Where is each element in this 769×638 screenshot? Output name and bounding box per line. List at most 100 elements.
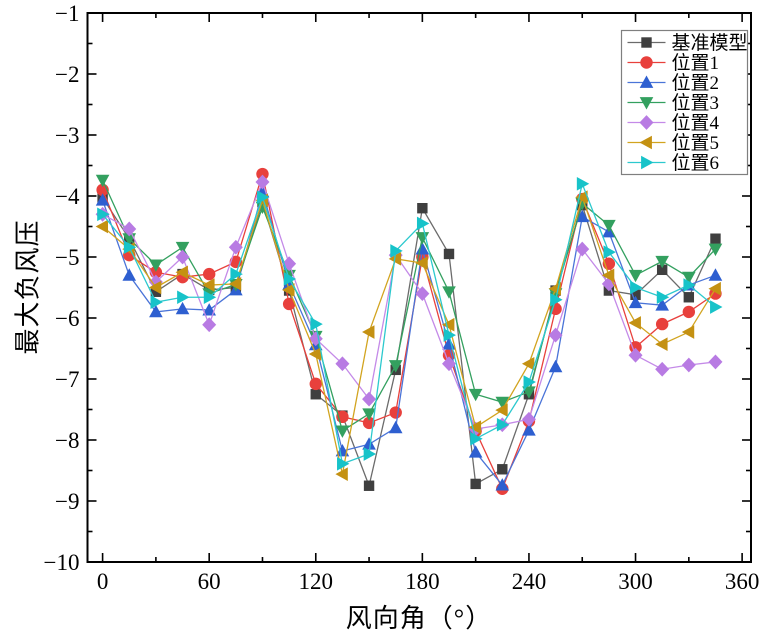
marker-diamond — [639, 115, 654, 130]
marker-diamond — [442, 356, 457, 372]
y-axis-title: 最大负风压 — [13, 219, 43, 355]
x-tick-label: 360 — [725, 569, 760, 594]
marker-triangle-up — [468, 445, 483, 458]
marker-triangle-left — [95, 219, 108, 234]
marker-triangle-right — [310, 317, 323, 331]
marker-triangle-down — [468, 388, 483, 402]
tick-labels: 0 60 120 180 240 300 360 −1 −2 −3 −4 −5 −6 −7 −8 −9 −10 — [44, 1, 760, 594]
marker-triangle-up — [708, 268, 723, 281]
x-tick-label: 60 — [198, 569, 221, 594]
marker-triangle-right — [470, 431, 483, 446]
legend-label: 位置6 — [672, 152, 720, 174]
legend-item-5: 位置5 — [627, 132, 720, 154]
y-tick-label: −4 — [55, 184, 80, 209]
marker-triangle-down — [602, 219, 616, 233]
x-tick-label: 180 — [405, 569, 440, 594]
y-tick-label: −1 — [55, 1, 79, 26]
marker-triangle-right — [656, 290, 670, 305]
marker-circle — [640, 56, 653, 69]
marker-square — [683, 292, 695, 303]
marker-square — [310, 389, 321, 400]
marker-triangle-left — [335, 467, 348, 481]
marker-triangle-down — [655, 255, 669, 269]
marker-diamond — [335, 356, 350, 372]
marker-triangle-down — [682, 271, 696, 285]
marker-triangle-right — [496, 417, 510, 432]
legend-item-1: 位置1 — [627, 52, 720, 74]
marker-diamond — [175, 249, 190, 265]
marker-triangle-right — [150, 295, 163, 309]
marker-triangle-left — [202, 278, 215, 292]
marker-triangle-up — [575, 209, 590, 223]
marker-triangle-down — [95, 174, 110, 188]
series-3 — [95, 174, 723, 438]
marker-circle — [629, 341, 642, 354]
marker-diamond — [362, 391, 377, 407]
series-line — [101, 189, 716, 487]
x-axis-title: 风向角（°） — [345, 604, 493, 633]
marker-triangle-down — [362, 408, 376, 421]
marker-triangle-right — [710, 300, 723, 314]
marker-triangle-right — [363, 447, 377, 461]
marker-triangle-left — [442, 317, 455, 332]
marker-square — [641, 37, 652, 48]
marker-diamond — [655, 361, 670, 377]
marker-triangle-right — [683, 278, 696, 292]
legend-item-4: 位置4 — [627, 112, 720, 134]
marker-triangle-up — [639, 75, 654, 88]
marker-diamond — [708, 354, 723, 370]
legend-label: 位置4 — [672, 112, 720, 134]
x-tick-label: 120 — [299, 569, 334, 594]
marker-square — [443, 248, 455, 260]
marker-square — [656, 264, 668, 276]
marker-triangle-up — [202, 303, 216, 316]
marker-circle — [655, 317, 669, 331]
marker-circle — [282, 297, 296, 311]
marker-triangle-right — [641, 155, 654, 170]
marker-triangle-left — [639, 135, 652, 150]
y-tick-label: −2 — [55, 62, 79, 87]
marker-triangle-up — [95, 193, 110, 206]
legend-label: 位置1 — [672, 52, 720, 74]
marker-triangle-down — [495, 396, 510, 410]
marker-triangle-right — [203, 290, 217, 305]
legend-label: 位置2 — [672, 72, 720, 94]
marker-triangle-left — [228, 277, 242, 291]
marker-triangle-up — [628, 295, 643, 309]
legend-item-0: 基准模型 — [627, 32, 748, 54]
marker-triangle-right — [230, 267, 243, 281]
series-1 — [96, 167, 722, 495]
marker-triangle-down — [149, 259, 163, 272]
marker-triangle-up — [149, 304, 163, 318]
marker-triangle-down — [335, 425, 350, 438]
marker-diamond — [202, 317, 217, 333]
y-tick-label: −3 — [55, 123, 79, 148]
marker-triangle-left — [521, 356, 535, 371]
series-line — [101, 173, 716, 491]
marker-triangle-right — [257, 190, 270, 205]
marker-triangle-left — [175, 265, 188, 280]
marker-circle — [682, 305, 696, 319]
marker-triangle-right — [283, 272, 297, 286]
marker-triangle-right — [603, 245, 616, 259]
legend-item-6: 位置6 — [627, 152, 720, 174]
marker-triangle-right — [337, 456, 350, 471]
marker-triangle-right — [443, 328, 457, 342]
x-tick-label: 240 — [512, 569, 547, 594]
y-tick-label: −5 — [55, 245, 79, 270]
marker-triangle-down — [175, 241, 190, 255]
marker-square — [470, 478, 481, 490]
marker-triangle-left — [655, 337, 668, 352]
marker-triangle-left — [681, 325, 695, 339]
marker-square — [497, 464, 508, 475]
marker-diamond — [681, 357, 696, 373]
legend-label: 位置5 — [672, 132, 720, 154]
plot-frame — [86, 12, 752, 563]
marker-triangle-left — [628, 316, 641, 330]
series-line — [102, 179, 716, 432]
marker-diamond — [628, 347, 643, 363]
legend-label: 位置3 — [672, 92, 720, 114]
marker-triangle-up — [122, 268, 137, 281]
